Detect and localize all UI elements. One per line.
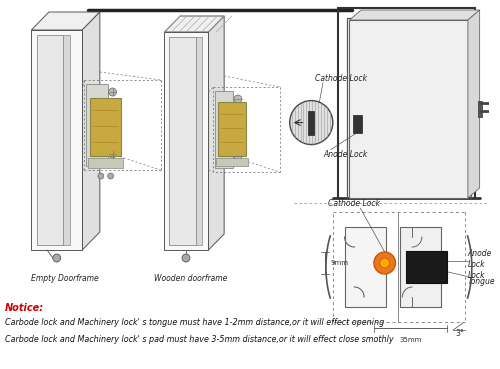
Bar — [196, 37, 202, 245]
Text: Empty Doorframe: Empty Doorframe — [30, 274, 98, 283]
Text: Wooden doorframe: Wooden doorframe — [154, 274, 228, 283]
Circle shape — [234, 95, 242, 103]
Bar — [32, 30, 82, 250]
Bar — [216, 91, 233, 168]
Text: Carbode lock and Machinery lock' s pad must have 3-5mm distance,or it will effec: Carbode lock and Machinery lock' s pad m… — [5, 335, 394, 344]
Bar — [88, 158, 124, 168]
Bar — [216, 158, 248, 166]
Bar — [344, 227, 386, 307]
Circle shape — [98, 173, 104, 179]
Circle shape — [108, 88, 116, 96]
Bar — [164, 32, 208, 250]
Bar — [478, 101, 482, 117]
Polygon shape — [164, 16, 224, 32]
Circle shape — [53, 254, 60, 262]
Text: Lock: Lock — [468, 270, 485, 279]
Bar — [62, 35, 70, 245]
Polygon shape — [350, 10, 480, 20]
Text: 35mm: 35mm — [399, 337, 421, 343]
Bar — [37, 35, 62, 245]
Bar — [218, 102, 246, 156]
Bar — [90, 98, 122, 156]
Circle shape — [182, 254, 190, 262]
Polygon shape — [82, 12, 100, 250]
Bar — [308, 111, 314, 135]
Bar — [170, 37, 196, 245]
Text: Notice:: Notice: — [5, 303, 44, 313]
Text: Cathode Lock: Cathode Lock — [328, 199, 380, 208]
Text: Cathode Lock: Cathode Lock — [315, 73, 367, 83]
Bar — [350, 20, 468, 198]
Circle shape — [234, 152, 242, 160]
Circle shape — [374, 252, 396, 274]
Bar — [86, 84, 108, 166]
Text: Anode
Lock: Anode Lock — [468, 249, 492, 269]
Circle shape — [290, 101, 333, 145]
Bar — [492, 101, 496, 113]
Bar — [400, 227, 442, 307]
Circle shape — [108, 173, 114, 179]
Circle shape — [108, 150, 116, 158]
Polygon shape — [208, 16, 224, 250]
Bar — [406, 251, 448, 283]
Text: Tongue: Tongue — [468, 277, 495, 286]
Polygon shape — [32, 12, 100, 30]
Text: 3°: 3° — [455, 330, 464, 338]
Polygon shape — [468, 10, 479, 198]
Text: Anode Lock: Anode Lock — [323, 149, 368, 159]
Bar — [354, 114, 362, 132]
Circle shape — [380, 258, 390, 268]
Text: 9mm: 9mm — [331, 260, 349, 266]
Text: Carbode lock and Machinery lock' s tongue must have 1-2mm distance,or it will ef: Carbode lock and Machinery lock' s tongu… — [5, 318, 384, 327]
